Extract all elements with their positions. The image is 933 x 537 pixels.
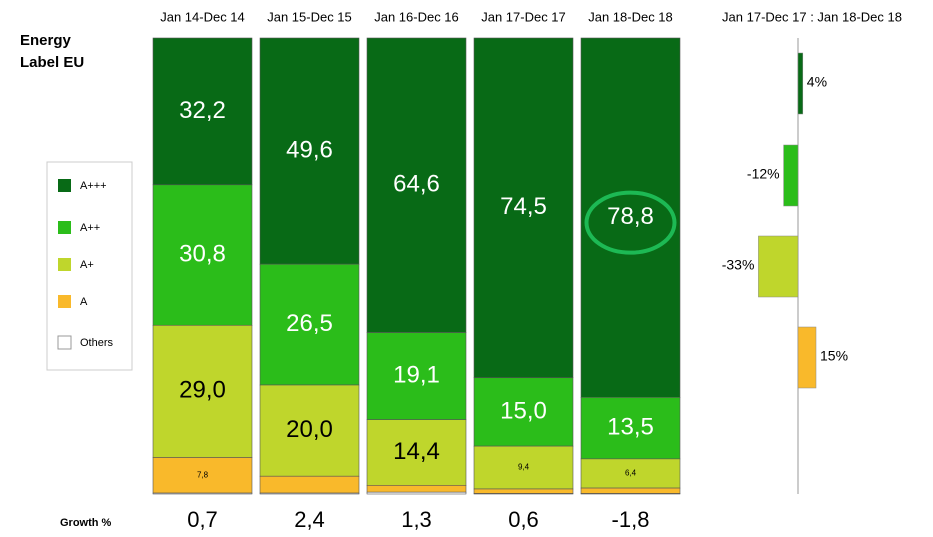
legend-swatch (58, 221, 71, 234)
chart-title: Energy Label EU (20, 32, 85, 71)
bar (758, 235, 799, 298)
bar-segment (473, 488, 574, 494)
data-label: 78,8 (607, 203, 654, 230)
data-label: 14,4 (393, 438, 440, 465)
bar-segment (580, 397, 681, 460)
data-label: 4% (807, 74, 827, 90)
bar-segment (259, 37, 360, 265)
data-label: 20,0 (286, 416, 333, 443)
legend-swatch (58, 258, 71, 271)
data-label: 74,5 (500, 193, 547, 220)
data-label: 7,8 (197, 470, 209, 479)
growth-value: 0,6 (508, 507, 539, 532)
data-label: 30,8 (179, 240, 226, 267)
highlight-circle (584, 190, 677, 255)
data-label: 9,4 (518, 463, 530, 472)
x-category-label: Jan 16-Dec 16 (374, 9, 459, 24)
growth-label: Growth % (60, 517, 112, 529)
x-category-label: Jan 14-Dec 14 (160, 9, 245, 24)
bar-segment (366, 485, 467, 493)
data-label: 19,1 (393, 361, 440, 388)
growth-value: 0,7 (187, 507, 218, 532)
legend-swatch (58, 295, 71, 308)
bar-segment (473, 37, 574, 379)
bar-segment (473, 377, 574, 447)
bar (797, 326, 817, 389)
bar-segment (259, 263, 360, 386)
growth-value: 2,4 (294, 507, 325, 532)
bar-segment (152, 184, 253, 326)
legend-label: A+ (80, 259, 94, 271)
bar-segment (366, 491, 467, 495)
legend-label: Others (80, 337, 114, 349)
bar-segment (580, 37, 681, 398)
bar-segment (152, 492, 253, 495)
data-label: -12% (747, 166, 780, 182)
data-label: -33% (722, 257, 755, 273)
x-category-label: Jan 17-Dec 17 (481, 9, 566, 24)
data-label: 15% (820, 348, 848, 364)
bar-segment (259, 475, 360, 494)
data-label: 6,4 (625, 469, 637, 478)
legend-label: A++ (80, 222, 100, 234)
data-label: 64,6 (393, 171, 440, 198)
bar-segment (152, 324, 253, 458)
bar-segment (259, 492, 360, 495)
legend-swatch (58, 179, 71, 192)
bar (783, 144, 799, 207)
data-label: 49,6 (286, 136, 333, 163)
growth-value: -1,8 (612, 507, 650, 532)
bar-segment (152, 457, 253, 494)
bar-segment (152, 37, 253, 186)
bar-segment (366, 419, 467, 486)
growth-value: 1,3 (401, 507, 432, 532)
bar-segment (473, 445, 574, 490)
data-label: 32,2 (179, 97, 226, 124)
data-label: 26,5 (286, 310, 333, 337)
bar (797, 52, 804, 115)
bar-segment (366, 332, 467, 420)
bar-segment (366, 37, 467, 333)
side-title: Jan 17-Dec 17 : Jan 18-Dec 18 (722, 9, 902, 24)
legend-swatch (57, 335, 72, 350)
x-category-label: Jan 18-Dec 18 (588, 9, 673, 24)
legend-label: A+++ (80, 180, 107, 192)
data-label: 29,0 (179, 377, 226, 404)
bar-segment (580, 487, 681, 494)
data-label: 15,0 (500, 397, 547, 424)
x-category-label: Jan 15-Dec 15 (267, 9, 352, 24)
legend-label: A (80, 296, 88, 308)
data-label: 13,5 (607, 413, 654, 440)
